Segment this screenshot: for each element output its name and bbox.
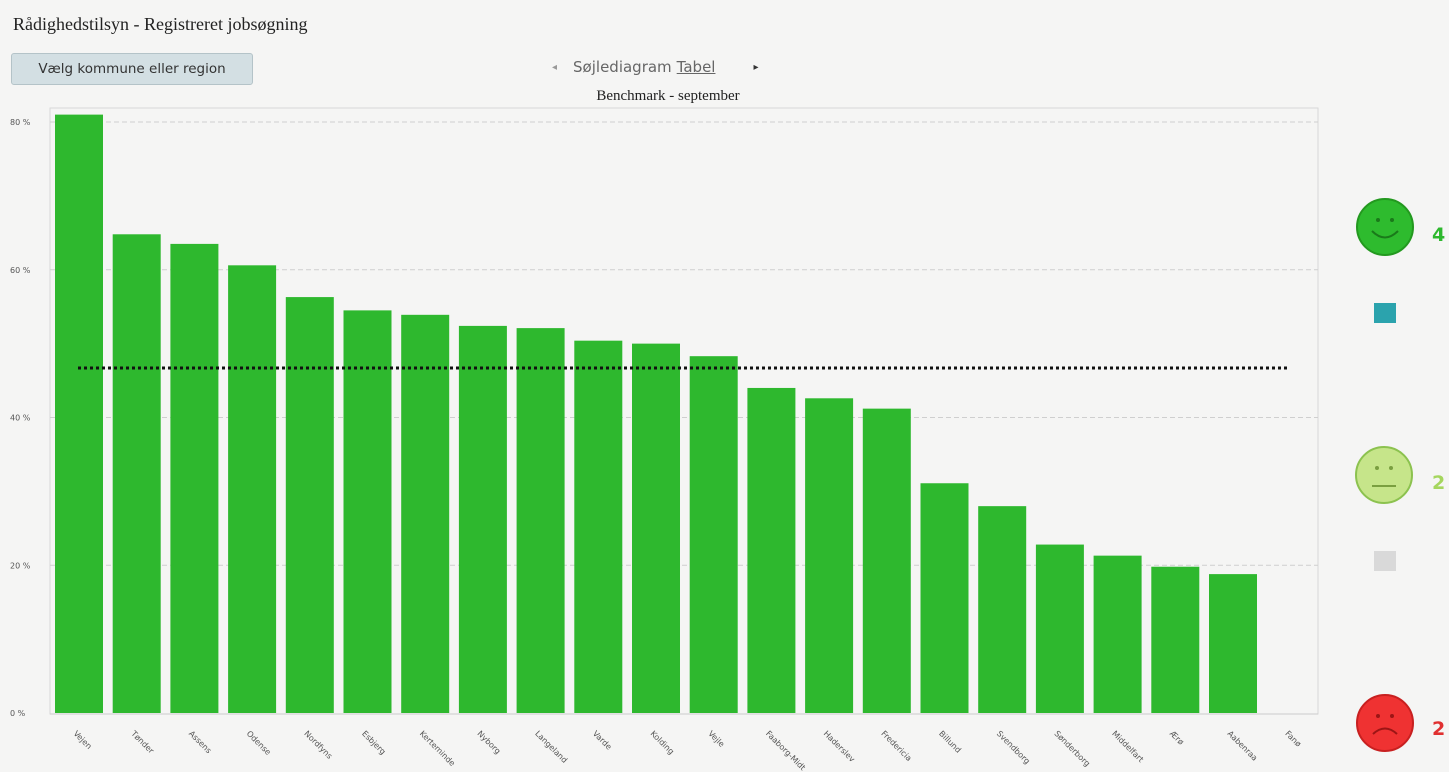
- x-tick-label: Fanø: [1283, 729, 1303, 749]
- bar: [862, 408, 911, 713]
- bar: [689, 356, 738, 713]
- x-tick-label: Nordfyns: [302, 729, 334, 761]
- bar: [401, 314, 450, 713]
- bar: [170, 243, 219, 714]
- x-tick-label: Tønder: [129, 728, 156, 755]
- bar: [1151, 566, 1200, 713]
- tab-bar-chart[interactable]: Søjlediagram: [573, 58, 672, 76]
- bar: [1093, 555, 1142, 713]
- bar: [55, 114, 103, 714]
- gray-legend-marker: [1374, 551, 1396, 571]
- sad-smiley-icon: [1356, 694, 1414, 752]
- y-tick-label: 0 %: [10, 709, 26, 718]
- bar: [920, 483, 969, 713]
- x-tick-label: Esbjerg: [360, 729, 387, 756]
- x-tick-label: Svendborg: [995, 729, 1032, 766]
- x-tick-label: Haderslev: [822, 729, 857, 764]
- bar: [458, 325, 507, 713]
- next-view-arrow-icon[interactable]: ▸: [753, 61, 759, 73]
- teal-legend-marker: [1374, 303, 1396, 323]
- y-tick-label: 20 %: [10, 561, 31, 570]
- x-tick-label: Middelfart: [1110, 729, 1145, 764]
- bar: [1035, 544, 1084, 713]
- x-tick-label: Faaborg-Midt: [764, 729, 807, 772]
- previous-view-arrow-icon[interactable]: ◂: [552, 61, 558, 73]
- x-tick-label: Fredericia: [879, 729, 913, 763]
- x-tick-label: Vejen: [72, 729, 94, 751]
- x-tick-label: Ærø: [1168, 729, 1186, 747]
- x-tick-label: Varde: [591, 729, 614, 752]
- region-select-button[interactable]: Vælg kommune eller region: [11, 53, 253, 85]
- neutral-percentage: 2: [1432, 472, 1446, 494]
- chart-title: Benchmark - september: [596, 88, 740, 104]
- sad-percentage: 2: [1432, 718, 1446, 740]
- bar: [632, 343, 680, 713]
- x-tick-label: Kerteminde: [418, 729, 457, 768]
- x-tick-label: Nyborg: [475, 729, 502, 756]
- happy-smiley-icon: [1356, 198, 1414, 256]
- bar: [805, 398, 854, 713]
- x-tick-label: Sønderborg: [1052, 729, 1091, 768]
- neutral-smiley-icon: [1355, 446, 1413, 504]
- x-tick-label: Langeland: [533, 729, 569, 765]
- bar: [228, 265, 277, 713]
- x-tick-label: Aabenraa: [1226, 729, 1260, 763]
- bar: [574, 340, 623, 713]
- tab-table[interactable]: Tabel: [676, 58, 716, 76]
- bar: [747, 387, 796, 713]
- bar: [516, 328, 565, 713]
- happy-percentage: 4: [1432, 224, 1446, 246]
- x-tick-label: Assens: [187, 729, 213, 755]
- y-tick-label: 40 %: [10, 414, 31, 423]
- bar: [285, 297, 334, 713]
- x-tick-label: Kolding: [649, 729, 676, 756]
- bar: [343, 310, 392, 713]
- bar: [112, 234, 161, 714]
- view-toggle: ◂ Søjlediagram Tabel ▸: [552, 56, 759, 78]
- bar: [978, 506, 1027, 713]
- x-tick-label: Odense: [245, 729, 273, 757]
- page-title: Rådighedstilsyn - Registreret jobsøgning: [13, 14, 308, 34]
- y-tick-label: 80 %: [10, 118, 31, 127]
- x-tick-label: Billund: [937, 729, 963, 755]
- bar: [1209, 574, 1257, 713]
- y-tick-label: 60 %: [10, 266, 31, 275]
- x-tick-label: Vejle: [706, 729, 726, 749]
